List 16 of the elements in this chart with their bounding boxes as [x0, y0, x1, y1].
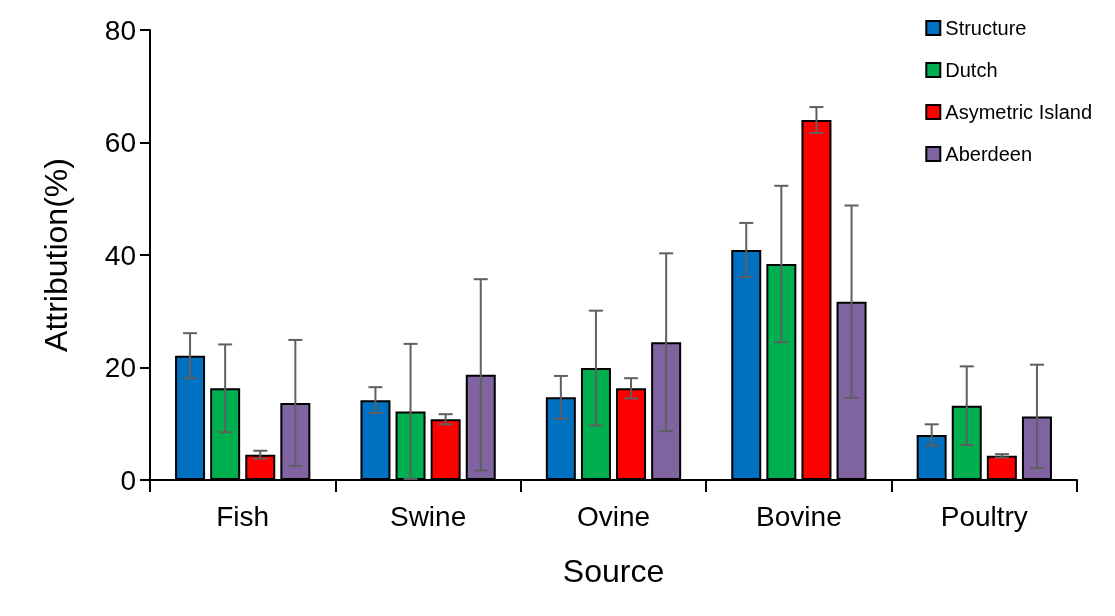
y-tick-label: 60 — [104, 127, 136, 158]
y-tick-label: 0 — [120, 464, 136, 496]
legend-label: Aberdeen — [945, 143, 1033, 165]
legend-label: Asymetric Island — [945, 101, 1093, 123]
legend-label: Structure — [945, 17, 1027, 39]
x-tick-label: Poultry — [940, 500, 1028, 532]
y-tick-label: 40 — [104, 239, 136, 271]
x-tick-label: Fish — [216, 500, 270, 532]
y-tick-label: 80 — [104, 14, 136, 46]
x-tick-label: Swine — [389, 500, 467, 532]
y-tick-label: 20 — [104, 352, 136, 383]
legend-label: Dutch — [945, 59, 998, 81]
x-axis-title: Source — [562, 553, 665, 589]
x-tick-label: Bovine — [756, 500, 842, 532]
y-axis-title: Attribution(%) — [38, 158, 74, 352]
x-tick-label: Ovine — [576, 500, 651, 532]
